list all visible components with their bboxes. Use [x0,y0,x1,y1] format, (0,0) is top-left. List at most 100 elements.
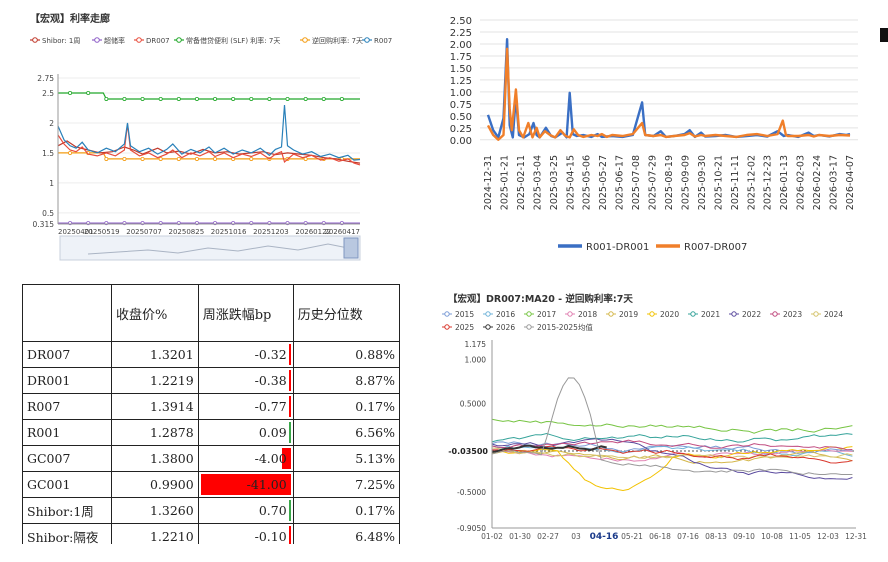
series-marker [249,156,254,161]
series-marker [303,156,308,161]
x-tick-label: 01-30 [509,532,531,541]
legend-marker [731,311,737,317]
legend-label: 2019 [619,310,638,319]
y-tick-label: 2.50 [450,16,472,27]
x-tick-label: 20250519 [84,228,120,236]
series-marker [122,96,127,101]
x-tick-label: 01-02 [481,532,503,541]
table-header-row: 收盘价% 周涨跌幅bp 历史分位数 [22,284,400,342]
x-tick-label: 2025-03-04 [532,155,543,210]
x-tick-label: 20260122 [295,228,331,236]
series-line [491,377,853,476]
series-marker [158,156,163,161]
x-tick-label: 2025-07-08 [631,155,642,210]
table-row: DR001 1.2219 -0.38 8.87% [22,367,400,394]
x-tick-label: 2025-05-27 [598,155,609,210]
instrument-name: Shibor:隔夜 [22,523,112,544]
legend-marker [813,311,819,317]
x-tick-label: 2025-04-15 [565,155,576,210]
y-tick-label: 1.25 [450,76,472,87]
weekly-change-cell: -41.00 [197,471,294,498]
x-tick-label: 05-21 [621,532,643,541]
legend-label: 2023 [783,310,802,319]
x-tick-label: 2026-02-24 [812,155,823,210]
legend-marker [176,37,182,43]
y-tick-label: 2.5 [42,89,54,98]
legend-marker [485,311,491,317]
change-bar [200,474,291,495]
repo-spread-svg: 0.000.250.500.751.001.251.501.752.002.25… [450,16,858,253]
x-tick-label: 2025-12-23 [763,155,774,210]
series-line [57,104,361,161]
legend-label: 2016 [496,310,515,319]
legend-label: 2025 [455,323,474,332]
change-value: -0.38 [254,373,287,388]
percentile-value: 0.17% [292,497,400,524]
table-row: Shibor:隔夜 1.2210 -0.10 6.48% [22,523,400,544]
chart-title: 【宏观】DR007:MA20 - 逆回购利率:7天 [448,293,633,305]
weekly-change-cell: -0.38 [197,367,294,394]
instrument-name: DR007 [22,341,112,368]
percentile-value: 7.25% [292,471,400,498]
series-line [486,38,851,139]
instrument-name: GC007 [22,445,112,472]
y-tick-label: 2.25 [450,28,472,39]
x-tick-label: 20251016 [211,228,247,236]
series-marker [249,96,254,101]
x-tick-label: 2025-08-19 [664,155,675,210]
series-marker [213,96,218,101]
repo-spread-chart: 0.00 0.25 0.50 0.75 1.00 1.25 1.50 1.75 2.00 2.25… [428,2,868,260]
weekly-change-cell: 0.70 [197,497,294,524]
legend-label: 2021 [701,310,720,319]
change-value: -0.32 [254,347,287,362]
series-line [491,439,853,451]
y-tick-label: 1.5 [42,149,54,158]
series-marker [104,156,109,161]
legend-label: 逆回购利率: 7天 [312,36,363,45]
series-marker [104,96,109,101]
weekly-change-cell: -0.32 [197,341,294,368]
percentile-value: 6.48% [292,523,400,544]
change-bar [281,448,291,469]
series-marker [176,156,181,161]
weekly-change-cell: -0.10 [197,523,294,544]
legend-marker [567,311,573,317]
dr007-ma20-seasonal-chart: 【宏观】DR007:MA20 - 逆回购利率:7天 2015 2016 2017 20… [440,292,872,548]
table-row: GC001 0.9900 -41.00 7.25% [22,471,400,498]
series-marker [68,90,73,95]
change-bar [288,422,291,443]
close-value: 1.2219 [111,367,199,394]
close-value: 1.3201 [111,341,199,368]
table-row: R007 1.3914 -0.77 0.17% [22,393,400,420]
legend-marker [772,311,778,317]
close-value: 1.3800 [111,445,199,472]
y-tick-label: 2.75 [37,74,54,83]
legend-marker [302,37,308,43]
series-marker [321,96,326,101]
legend-marker [364,37,370,43]
y-tick-label: 0.5 [42,209,54,218]
change-value: -4.00 [254,451,287,466]
legend-marker [690,311,696,317]
series-line [491,445,853,457]
weekly-change-cell: -4.00 [197,445,294,472]
x-tick-label: 06-18 [649,532,671,541]
x-tick-label: 04-16 [590,532,619,542]
legend-marker [526,324,532,330]
legend-marker [485,324,491,330]
series-marker [303,96,308,101]
close-value: 1.2210 [111,523,199,544]
legend-marker [444,311,450,317]
y-tick-label: 1.50 [450,64,472,75]
legend-marker [136,37,142,43]
x-tick-label: 12-03 [817,532,839,541]
range-handle[interactable] [343,237,359,259]
x-tick-label: 20250825 [169,228,205,236]
chart-title: 【宏观】利率走廊 [30,12,110,25]
close-value: 1.2878 [111,419,199,446]
legend-label: Shibor: 1周 [42,37,80,45]
series-marker [231,96,236,101]
y-tick-label: 1.75 [450,52,472,63]
x-tick-label: 11-05 [789,532,811,541]
change-value: -0.77 [254,399,287,414]
